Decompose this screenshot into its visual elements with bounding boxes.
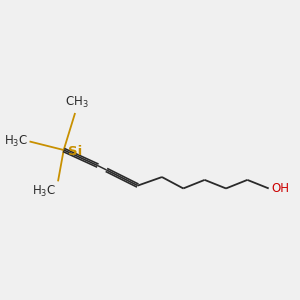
Text: CH$_3$: CH$_3$ (65, 95, 88, 110)
Text: OH: OH (271, 182, 289, 195)
Text: H$_3$C: H$_3$C (4, 134, 28, 149)
Text: Si: Si (68, 145, 82, 158)
Text: H$_3$C: H$_3$C (32, 184, 57, 199)
